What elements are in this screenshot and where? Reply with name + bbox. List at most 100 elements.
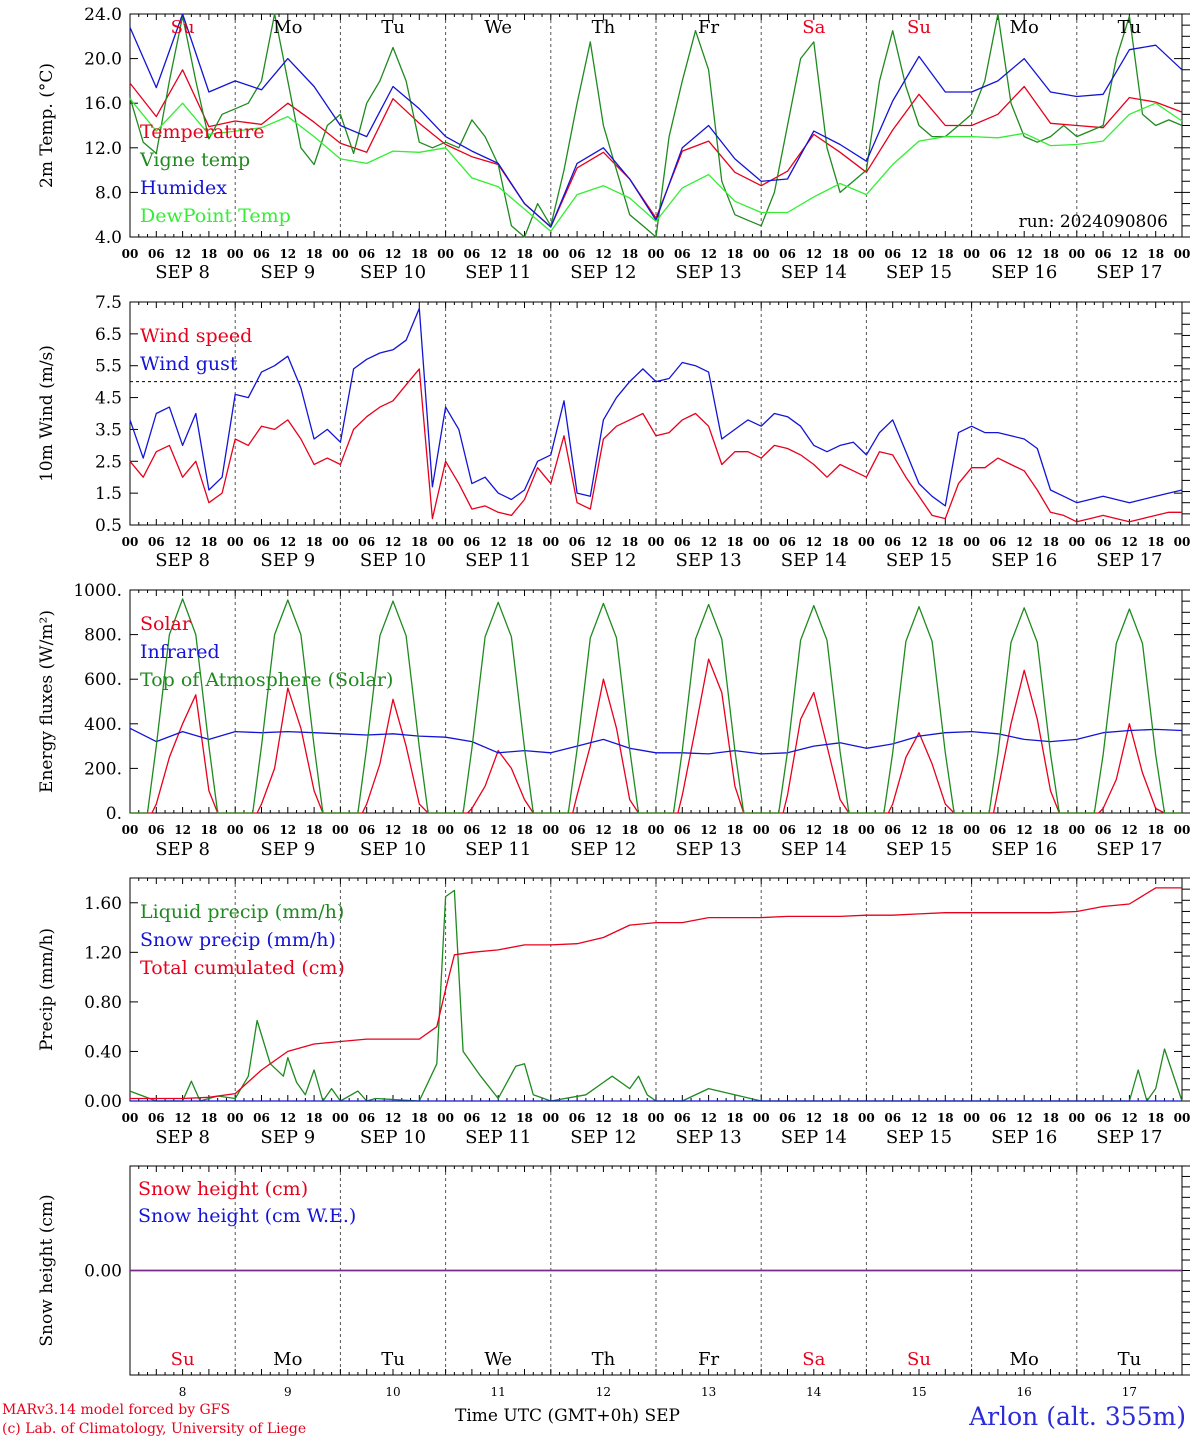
x-tick-label: 06 (569, 823, 586, 837)
x-tick-label: 00 (858, 247, 875, 261)
x-axis-title: Time UTC (GMT+0h) SEP (455, 1406, 680, 1426)
x-tick-label: 00 (332, 823, 349, 837)
weekday-label: Tu (381, 1349, 405, 1370)
date-label: SEP 17 (1096, 1127, 1162, 1148)
panel-5: 0.00 Snow height (cm) Snow height (cm) Snow… (37, 1165, 1190, 1376)
date-label: SEP 17 (1096, 262, 1162, 283)
date-label: SEP 11 (465, 1127, 531, 1148)
x-tick-label: 12 (385, 535, 402, 549)
weekday-label: We (484, 17, 512, 38)
date-label: SEP 10 (360, 1127, 426, 1148)
date-label: SEP 10 (360, 550, 426, 571)
date-label: SEP 10 (360, 262, 426, 283)
x-tick-label: 06 (464, 823, 481, 837)
legend-entry: Snow height (cm) (138, 1178, 308, 1200)
x-tick-label: 06 (464, 535, 481, 549)
y-tick-label: 7.5 (95, 293, 122, 313)
x-tick-label: 12 (385, 1111, 402, 1125)
x-tick-label: 06 (674, 1111, 691, 1125)
y-axis-title: 2m Temp. (°C) (37, 63, 57, 188)
date-label: SEP 14 (781, 839, 847, 860)
x-tick-label: 18 (621, 535, 638, 549)
x-tick-label: 00 (648, 247, 665, 261)
y-axis-title: Energy fluxes (W/m²) (37, 610, 57, 793)
legend-entry: DewPoint Temp (140, 205, 291, 227)
legend-entry: Temperature (140, 121, 264, 143)
weekday-label: Mo (273, 1349, 302, 1370)
date-label: SEP 13 (675, 262, 741, 283)
date-label: SEP 13 (675, 550, 741, 571)
legend-entry: Infrared (140, 641, 220, 663)
y-tick-label: 0.00 (84, 1092, 122, 1112)
x-tick-label: 00 (1174, 823, 1191, 837)
x-tick-label: 18 (1042, 247, 1059, 261)
x-tick-label: 06 (884, 535, 901, 549)
weekday-label: Fr (698, 17, 719, 38)
x-tick-label: 06 (358, 535, 375, 549)
x-tick-label: 18 (411, 247, 428, 261)
date-label: SEP 8 (155, 1127, 210, 1148)
x-tick-label: 06 (990, 1111, 1007, 1125)
lab-credit: (c) Lab. of Climatology, University of L… (2, 1421, 307, 1437)
legend-entry: Solar (140, 613, 192, 635)
x-tick-label: 18 (1042, 1111, 1059, 1125)
y-tick-label: 1000. (73, 581, 122, 601)
x-tick-label: 12 (911, 823, 928, 837)
x-tick-label: 18 (411, 823, 428, 837)
panel-4: 0.00 0.40 0.80 1.20 1.60 Precip (mm/h) Liquid … (37, 877, 1191, 1148)
day-number: 15 (911, 1385, 926, 1399)
weekday-label: Tu (381, 17, 405, 38)
date-label: SEP 17 (1096, 550, 1162, 571)
date-label: SEP 8 (155, 839, 210, 860)
legend-entry: Top of Atmosphere (Solar) (140, 669, 393, 691)
x-tick-label: 12 (174, 823, 191, 837)
x-tick-label: 12 (1016, 1111, 1033, 1125)
x-tick-label: 12 (805, 247, 822, 261)
x-tick-label: 00 (753, 535, 770, 549)
date-label: SEP 14 (781, 262, 847, 283)
date-label: SEP 12 (570, 262, 636, 283)
legend-entry: Liquid precip (mm/h) (140, 901, 344, 923)
legend-entry: Wind gust (140, 353, 238, 375)
x-tick-label: 00 (753, 247, 770, 261)
y-axis-title: Snow height (cm) (37, 1194, 57, 1346)
x-tick-label: 12 (1121, 535, 1138, 549)
x-tick-label: 12 (911, 247, 928, 261)
weekday-label: Th (592, 17, 616, 38)
x-tick-label: 06 (464, 1111, 481, 1125)
x-tick-label: 12 (174, 1111, 191, 1125)
date-label: SEP 17 (1096, 839, 1162, 860)
day-number: 9 (284, 1385, 292, 1399)
y-tick-label: 200. (84, 759, 122, 779)
y-tick-label: 16.0 (84, 94, 122, 114)
x-tick-label: 06 (148, 535, 165, 549)
weekday-label: Su (907, 17, 931, 38)
x-tick-label: 06 (358, 823, 375, 837)
date-label: SEP 10 (360, 839, 426, 860)
date-label: SEP 9 (260, 262, 315, 283)
x-tick-label: 18 (411, 1111, 428, 1125)
x-tick-label: 06 (1095, 823, 1112, 837)
y-tick-label: 0.80 (84, 993, 122, 1013)
x-tick-label: 00 (858, 1111, 875, 1125)
weekday-label: We (484, 1349, 512, 1370)
x-tick-label: 00 (1174, 247, 1191, 261)
x-tick-label: 12 (279, 1111, 296, 1125)
x-tick-label: 00 (542, 535, 559, 549)
y-axis-title: 10m Wind (m/s) (37, 345, 57, 482)
x-tick-label: 00 (437, 1111, 454, 1125)
x-tick-label: 12 (805, 535, 822, 549)
day-number: 11 (491, 1385, 506, 1399)
series-line (129, 727, 1183, 755)
x-tick-label: 00 (648, 823, 665, 837)
series-line (129, 98, 1183, 233)
x-tick-label: 06 (674, 535, 691, 549)
weekday-label: Th (592, 1349, 616, 1370)
x-tick-label: 12 (490, 823, 507, 837)
x-tick-label: 06 (674, 823, 691, 837)
legend-entry: Snow precip (mm/h) (140, 929, 336, 951)
date-label: SEP 15 (886, 839, 952, 860)
x-tick-label: 06 (779, 1111, 796, 1125)
x-tick-label: 00 (1174, 1111, 1191, 1125)
x-tick-label: 00 (542, 1111, 559, 1125)
